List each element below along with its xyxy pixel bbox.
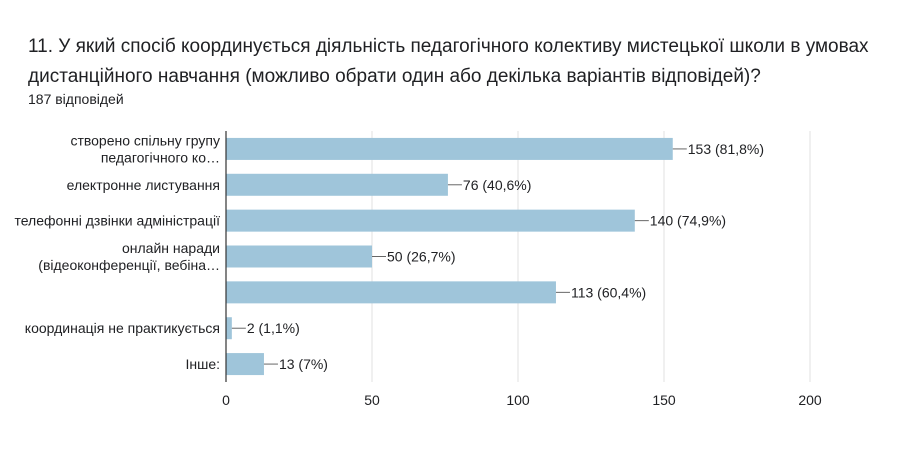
- category-label: телефонні дзвінки адміністрації: [14, 213, 220, 229]
- category-label: Інше:: [185, 356, 220, 372]
- data-label: 140 (74,9%): [650, 213, 726, 229]
- data-label: 2 (1,1%): [247, 320, 300, 336]
- x-tick-label: 200: [798, 392, 822, 408]
- data-label: 113 (60,4%): [571, 284, 646, 300]
- bar: [226, 281, 556, 304]
- data-label: 76 (40,6%): [463, 177, 531, 193]
- x-tick-label: 150: [652, 392, 676, 408]
- x-tick-label: 0: [222, 392, 230, 408]
- x-tick-label: 50: [364, 392, 380, 408]
- category-label: електронне листування: [67, 177, 220, 193]
- bar: [226, 353, 264, 376]
- data-label: 13 (7%): [279, 356, 328, 372]
- bar: [226, 137, 673, 160]
- category-label: створено спільну групу педагогічного ко…: [70, 132, 220, 165]
- data-label: 50 (26,7%): [387, 249, 455, 265]
- bar: [226, 209, 635, 232]
- response-count: 187 відповідей: [28, 91, 124, 107]
- data-label: 153 (81,8%): [688, 141, 764, 157]
- bar: [226, 173, 448, 196]
- bar: [226, 245, 372, 268]
- category-label: онлайн наради (відеоконференції, вебіна…: [38, 240, 220, 273]
- question-title: 11. У який спосіб координується діяльніс…: [28, 36, 869, 87]
- category-label: координація не практикується: [25, 320, 220, 336]
- bar: [226, 317, 232, 340]
- x-tick-label: 100: [506, 392, 530, 408]
